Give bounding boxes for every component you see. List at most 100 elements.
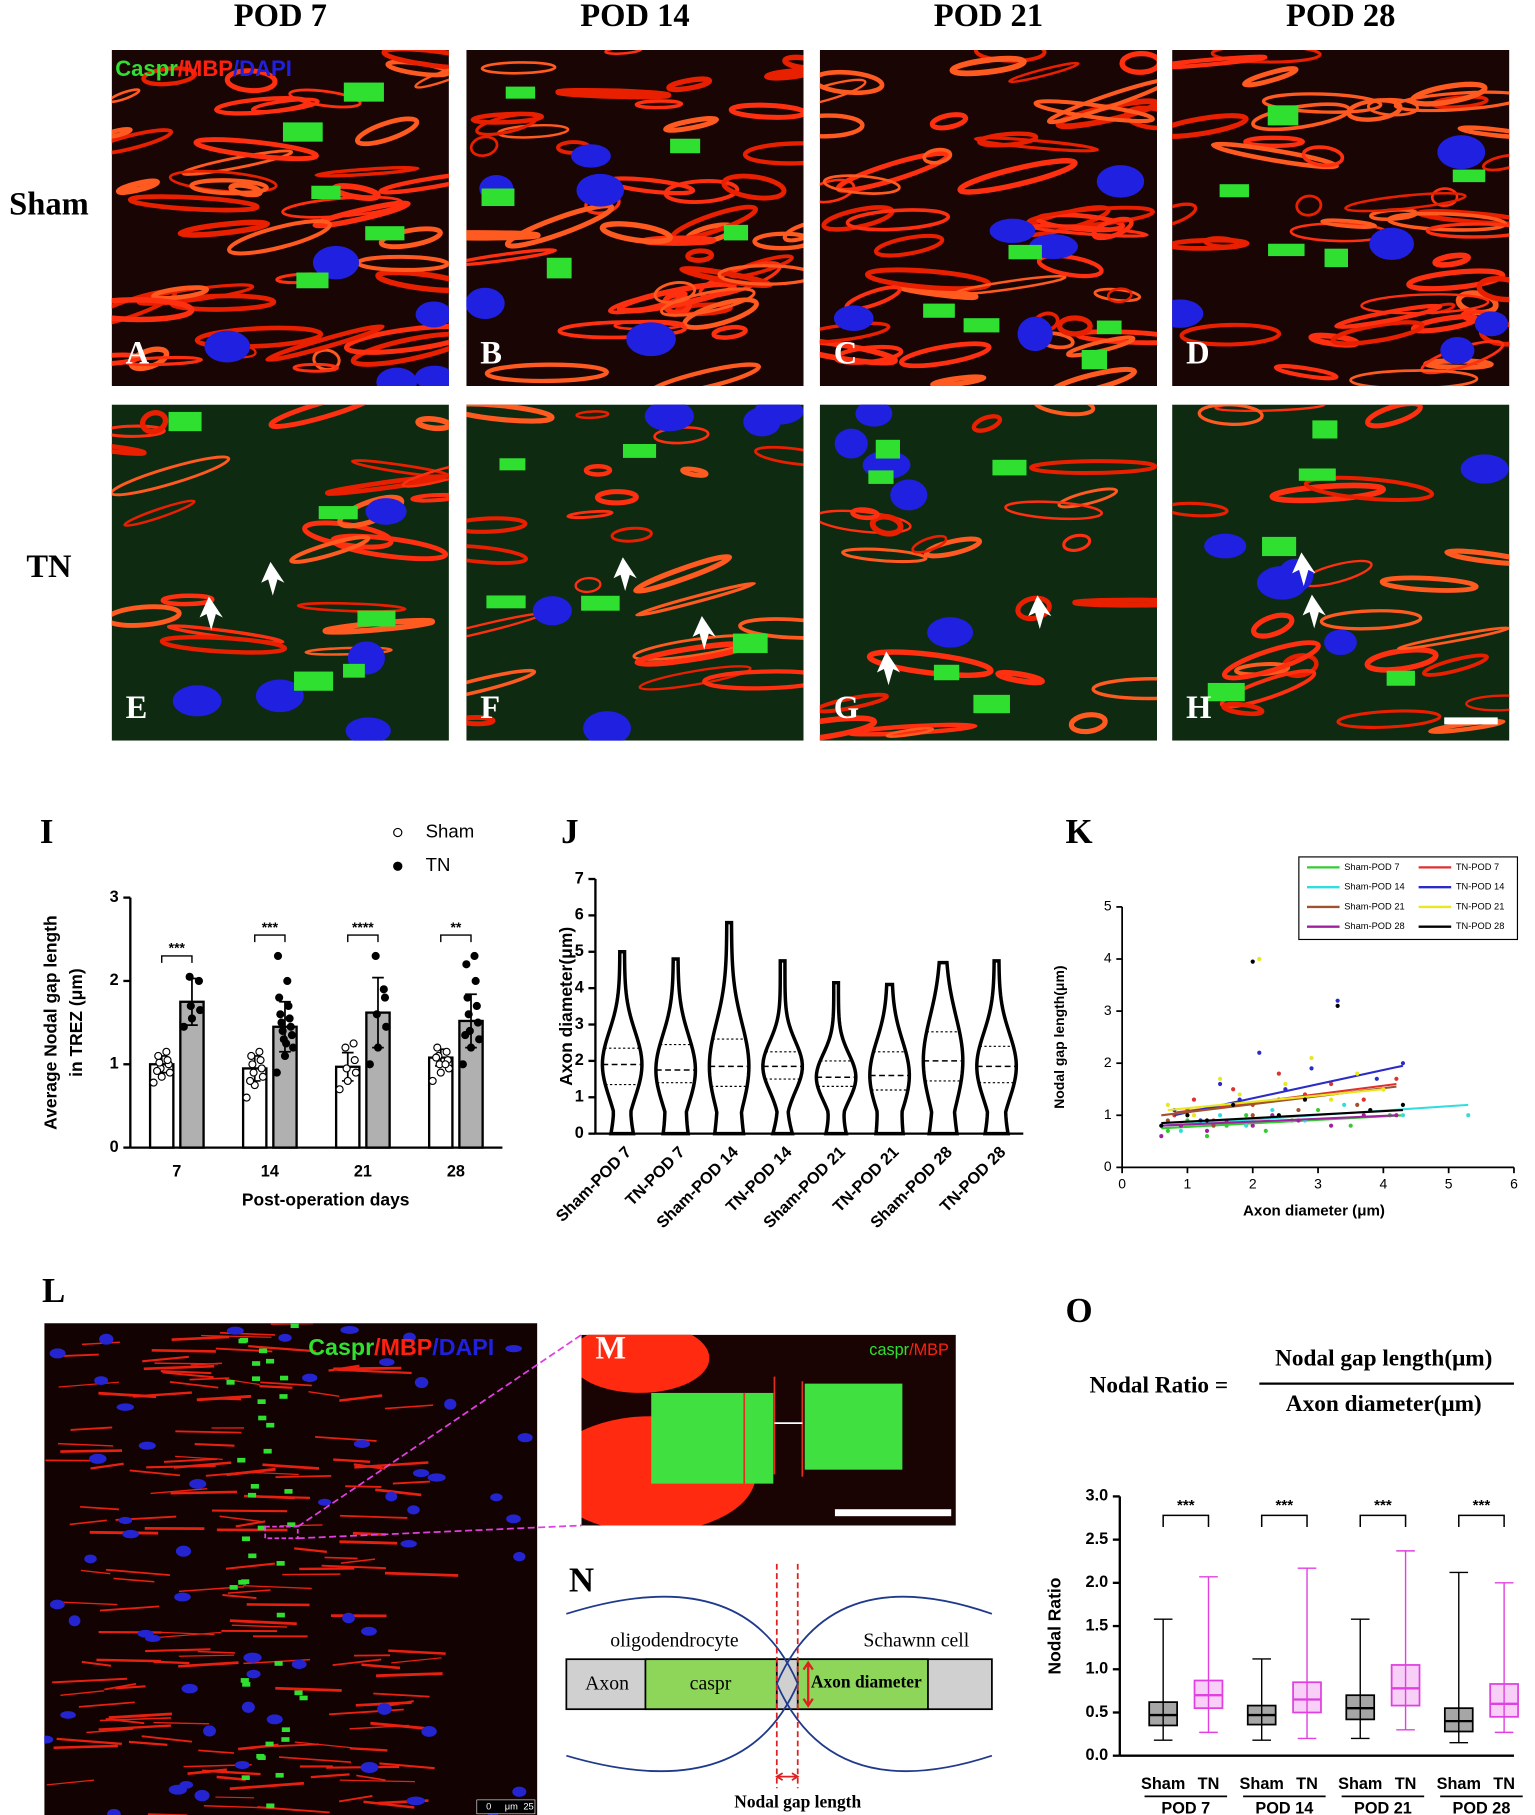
dapi-stain <box>318 1498 332 1506</box>
x-tick-label: 1 <box>1184 1175 1192 1191</box>
dapi-stain <box>189 1479 207 1489</box>
y-tick-label: 0.0 <box>1086 1746 1109 1764</box>
scatter-point <box>1374 1076 1379 1081</box>
caspr-stain <box>242 1682 251 1687</box>
scatter-point <box>1342 1102 1347 1107</box>
y-axis-label-line: in TREZ (μm) <box>65 968 85 1077</box>
box <box>1390 1664 1421 1707</box>
mbp-stain <box>1033 99 1155 124</box>
mbp-stain <box>189 178 269 196</box>
mbp-stain <box>340 1558 376 1564</box>
dapi-stain <box>644 404 694 432</box>
mbp-stain <box>215 1796 255 1799</box>
mbp-stain <box>1072 597 1158 608</box>
dapi-stain <box>203 1725 216 1737</box>
data-point <box>433 1043 442 1052</box>
stain-label: caspr/MBP <box>869 1341 949 1359</box>
dapi-stain <box>116 1403 134 1411</box>
mbp-stain <box>1457 125 1510 140</box>
scatter-point <box>1400 1102 1406 1107</box>
caspr-stain <box>266 1803 275 1809</box>
mbp-stain <box>177 219 271 238</box>
x-tick-label: Sham <box>1437 1775 1481 1793</box>
data-point <box>287 1031 297 1040</box>
mbp-stain <box>929 112 969 131</box>
mbp-stain <box>581 1334 710 1393</box>
mbp-stain <box>1004 500 1104 521</box>
scatter-point <box>1211 1123 1216 1128</box>
group-label: POD 28 <box>1453 1799 1511 1815</box>
data-point <box>473 1018 483 1027</box>
dapi-stain <box>291 1659 307 1670</box>
scatter-point <box>1217 1076 1223 1081</box>
mbp-stain <box>363 1800 415 1809</box>
legend-label: TN-POD 7 <box>1456 862 1499 872</box>
data-point <box>441 1060 450 1069</box>
y-tick-label: 1 <box>1104 1106 1112 1122</box>
mbp-stain <box>332 1658 382 1667</box>
mbp-stain <box>410 492 449 503</box>
data-point <box>149 1078 158 1087</box>
mbp-stain <box>111 441 147 456</box>
mbp-stain <box>1425 222 1510 239</box>
data-point <box>373 1043 383 1052</box>
mbp-stain <box>211 1509 288 1513</box>
dapi-stain <box>505 1344 522 1353</box>
dapi-stain <box>194 1789 210 1802</box>
caspr-stain <box>365 226 405 241</box>
mbp-stain <box>1243 135 1305 149</box>
dapi-stain <box>834 428 868 459</box>
mbp-stain <box>111 88 141 104</box>
scatter-point <box>1231 1087 1236 1092</box>
dapi-stain <box>406 1796 425 1806</box>
mbp-stain <box>1476 276 1510 303</box>
dapi-stain <box>400 1540 417 1548</box>
caspr-stain <box>279 1394 288 1399</box>
dapi-stain <box>89 1453 107 1464</box>
mbp-stain <box>81 1341 120 1346</box>
caspr-stain <box>546 257 572 279</box>
mbp-stain <box>1062 533 1092 552</box>
y-tick-label: 1 <box>110 1055 119 1073</box>
dapi-stain <box>44 1735 54 1744</box>
y-tick-label: 0 <box>110 1138 119 1156</box>
mbp-stain <box>1091 677 1158 701</box>
mbp-stain <box>310 1773 350 1779</box>
caspr-stain <box>287 1522 296 1527</box>
mbp-stain <box>111 297 195 323</box>
mbp-stain <box>819 509 912 534</box>
significance-label: *** <box>1177 1497 1195 1514</box>
data-point <box>162 1047 171 1056</box>
dapi-stain <box>241 1701 255 1713</box>
caspr-stain <box>868 470 894 484</box>
arrow <box>692 616 716 650</box>
scale-bar-label: μm <box>505 1801 518 1811</box>
y-tick-label: 7 <box>575 869 584 887</box>
caspr-stain <box>281 1737 290 1742</box>
dapi-stain <box>571 144 611 168</box>
significance-bracket <box>1260 1514 1308 1528</box>
box <box>1443 1707 1474 1733</box>
mbp-stain <box>484 362 609 384</box>
data-point <box>365 1060 374 1069</box>
mbp-stain <box>663 116 719 133</box>
mbp-stain <box>633 553 733 594</box>
scatter-point <box>1276 1071 1281 1076</box>
mbp-stain <box>1179 322 1282 347</box>
dapi-stain <box>340 1325 359 1334</box>
mbp-stain <box>352 1531 386 1536</box>
scatter-point <box>1309 1066 1314 1071</box>
data-point <box>289 1043 298 1052</box>
y-tick-label: 3 <box>575 1015 584 1033</box>
mbp-stain <box>231 1624 288 1628</box>
violin <box>654 957 698 1136</box>
significance-bracket <box>1458 1514 1505 1528</box>
diameter-arrow <box>802 1660 814 1708</box>
data-point <box>256 1056 265 1065</box>
dapi-stain <box>60 1711 76 1719</box>
mbp-stain <box>194 325 324 349</box>
mbp-stain <box>610 526 653 543</box>
scatter-point <box>1315 1107 1321 1113</box>
caspr-stain <box>257 1399 266 1404</box>
